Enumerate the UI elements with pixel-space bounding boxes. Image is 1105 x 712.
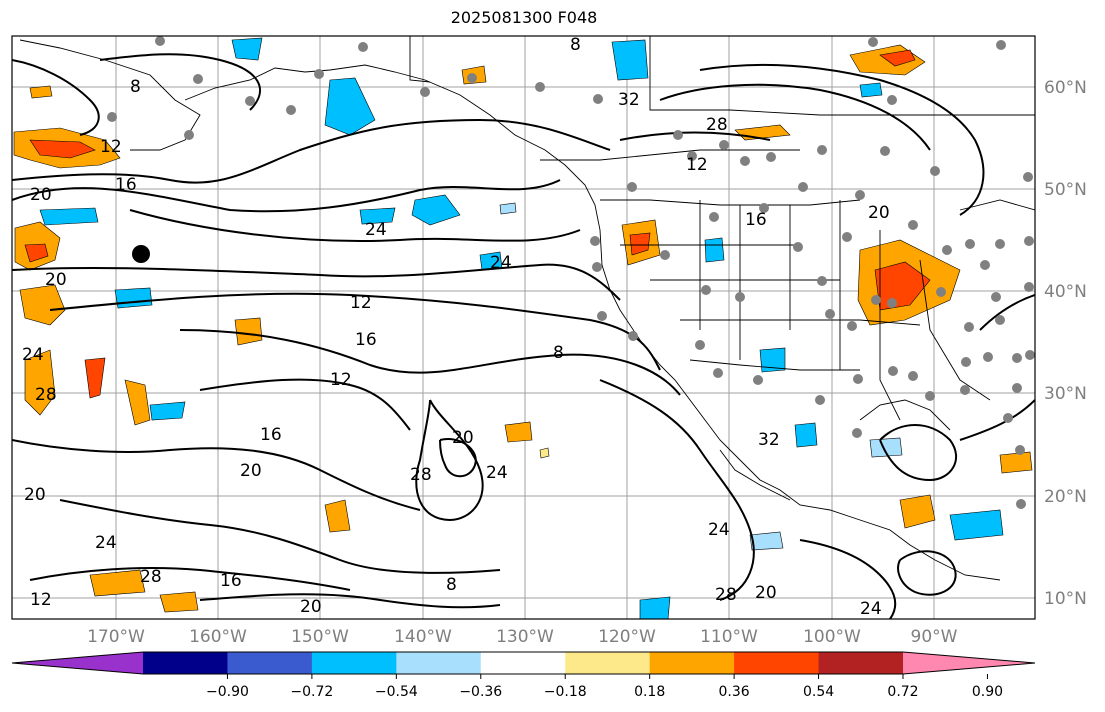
contour-label: 8 (570, 35, 581, 55)
colorbar-tick-label: −0.90 (206, 684, 249, 700)
contour-label: 28 (715, 585, 737, 605)
lon-label: 100°W (803, 627, 861, 647)
colorbar-under-extension (12, 652, 143, 674)
contour-label: 24 (490, 253, 512, 273)
colorbar-tick-label: −0.36 (459, 684, 502, 700)
contour-label: 20 (30, 185, 52, 205)
lon-label: 140°W (394, 627, 452, 647)
map-frame (11, 35, 1036, 620)
colorbar-segment (396, 652, 482, 674)
contour-label: 20 (240, 461, 262, 481)
station-markers (107, 36, 1035, 509)
highlight-point-marker (132, 245, 150, 263)
lon-label: 110°W (700, 627, 758, 647)
colorbar-outline (11, 651, 1036, 675)
colorbar-tick-label: 0.72 (887, 684, 918, 700)
lon-label: 160°W (189, 627, 247, 647)
colorbar-tick-label: −0.54 (375, 684, 418, 700)
negative-shading (39, 37, 1004, 619)
contour-label: 16 (260, 425, 282, 445)
contour-label: 16 (220, 571, 242, 591)
lon-label: 170°W (87, 627, 145, 647)
colorbar-tick-label: −0.72 (290, 684, 333, 700)
contour-label: 20 (45, 270, 67, 290)
contour-label: 12 (100, 137, 122, 157)
lat-label: 20°N (1044, 487, 1087, 507)
positive-shading (13, 44, 1033, 613)
contour-label: 20 (755, 583, 777, 603)
contour-label: 28 (35, 385, 57, 405)
longitude-labels: 170°W 160°W 150°W 140°W 130°W 120°W 110°… (87, 627, 958, 647)
colorbar-tick-label: 0.54 (803, 684, 834, 700)
map-title: 2025081300 F048 (450, 8, 598, 27)
colorbar-segment (480, 652, 566, 674)
lat-label: 50°N (1044, 180, 1087, 200)
contour-label: 12 (686, 155, 708, 175)
contour-label: 24 (708, 520, 730, 540)
contour-label: 8 (130, 77, 141, 97)
colorbar-segment (311, 652, 397, 674)
contour-label: 24 (95, 533, 117, 553)
contour-label: 12 (350, 293, 372, 313)
contour-label: 20 (300, 597, 322, 617)
colorbar-segment (227, 652, 313, 674)
contour-label: 16 (355, 330, 377, 350)
colorbar-segment (565, 652, 651, 674)
contour-label: 28 (410, 465, 432, 485)
colorbar-segment (143, 652, 228, 674)
lon-label: 150°W (291, 627, 349, 647)
lat-label: 10°N (1044, 589, 1087, 609)
latitude-labels: 60°N 50°N 40°N 30°N 20°N 10°N (1044, 78, 1087, 609)
contour-label: 12 (30, 590, 52, 610)
contour-label: 16 (745, 210, 767, 230)
contour-label: 28 (140, 567, 162, 587)
lat-label: 40°N (1044, 282, 1087, 302)
contour-label: 24 (365, 220, 387, 240)
contour-label: 24 (860, 599, 882, 619)
contour-label: 32 (758, 430, 780, 450)
contour-label: 16 (115, 175, 137, 195)
colorbar-segment (649, 652, 735, 674)
coastlines (19, 36, 1035, 581)
colorbar-over-extension (903, 652, 1035, 674)
colorbar-segment (818, 652, 904, 674)
colorbar-tick-label: 0.18 (634, 684, 665, 700)
lat-label: 60°N (1044, 78, 1087, 98)
colorbar-segment (734, 652, 820, 674)
lon-label: 120°W (598, 627, 656, 647)
contour-label: 24 (22, 345, 44, 365)
colorbar-tick-label: 0.36 (719, 684, 750, 700)
contour-label: 12 (330, 370, 352, 390)
contour-label: 20 (868, 203, 890, 223)
colorbar: −0.90 −0.72 −0.54 −0.36 −0.18 0.18 0.36 0.54 0.7… (11, 651, 1036, 700)
contour-labels: 8 12 16 20 24 28 32 8 12 16 20 24 20 12 … (22, 35, 890, 619)
contour-lines (12, 53, 1035, 619)
contour-label: 24 (486, 463, 508, 483)
contour-label: 8 (553, 343, 564, 363)
colorbar-tick-label: −0.18 (544, 684, 587, 700)
contour-label: 28 (706, 115, 728, 135)
colorbar-tick-label: 0.90 (972, 684, 1003, 700)
contour-label: 20 (24, 485, 46, 505)
lon-label: 90°W (911, 627, 958, 647)
lon-label: 130°W (496, 627, 554, 647)
contour-label: 8 (446, 575, 457, 595)
lat-label: 30°N (1044, 384, 1087, 404)
contour-label: 20 (452, 428, 474, 448)
contour-label: 32 (618, 90, 640, 110)
